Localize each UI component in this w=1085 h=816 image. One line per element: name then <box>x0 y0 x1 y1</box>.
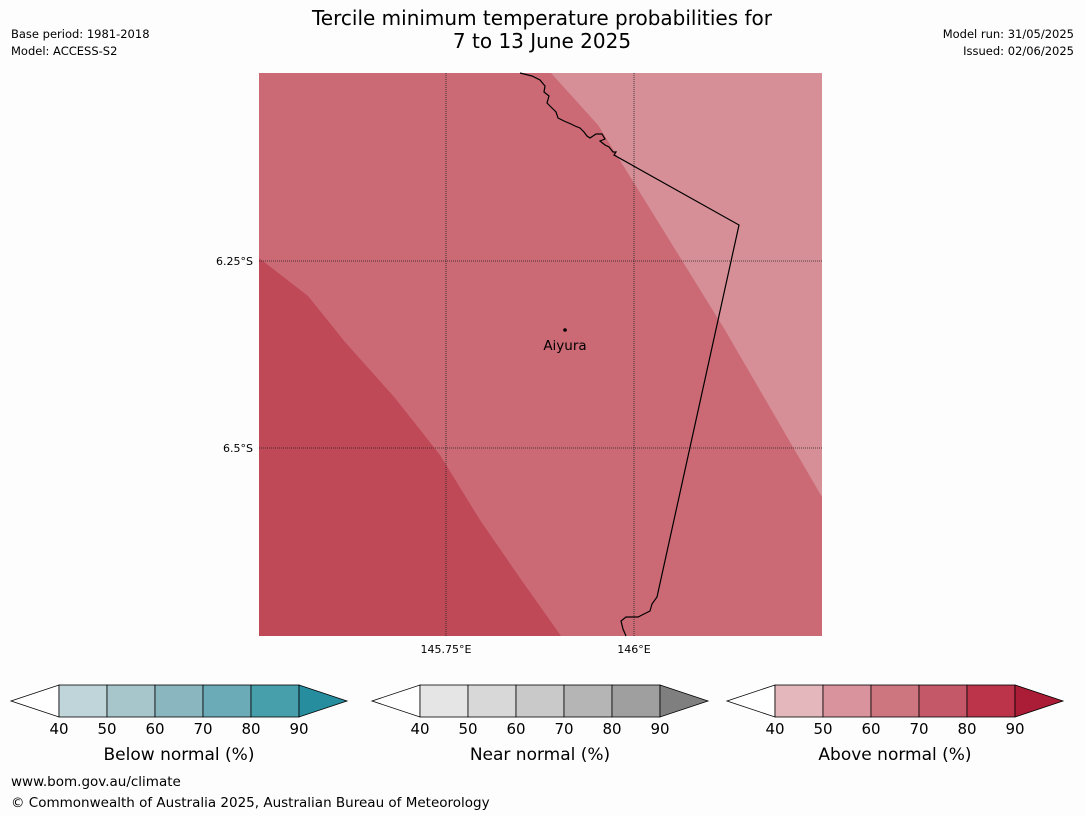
colorbar-segment <box>419 684 469 718</box>
region-above-normal-70-80 <box>259 258 561 636</box>
colorbar-tick-label: 60 <box>145 720 164 738</box>
colorbar-extend-low <box>725 684 776 718</box>
region-above-normal-50-60 <box>551 73 822 497</box>
lon-label-2: 146°E <box>617 643 650 656</box>
colorbar-segment <box>106 684 156 718</box>
colorbar-tick-label: 90 <box>650 720 669 738</box>
boundary-line <box>519 72 740 637</box>
colorbar-extend-low <box>9 684 60 718</box>
colorbar-segment <box>966 684 1016 718</box>
base-period: Base period: 1981-2018 <box>11 27 150 41</box>
colorbar-tick-label: 60 <box>506 720 525 738</box>
lat-label-2: 6.5°S <box>223 442 253 455</box>
colorbar-segment <box>774 684 824 718</box>
colorbar-tick-label: 80 <box>602 720 621 738</box>
colorbar-above: 40 50 60 70 80 90 <box>725 684 1065 738</box>
colorbar-tick-label: 40 <box>49 720 68 738</box>
colorbar-segment <box>467 684 517 718</box>
colorbar-segment <box>870 684 920 718</box>
colorbar-segment <box>154 684 204 718</box>
issued-date: Issued: 02/06/2025 <box>963 44 1074 58</box>
colorbar-segment <box>515 684 565 718</box>
title-line-2: 7 to 13 June 2025 <box>452 29 632 53</box>
colorbar-label-below: Below normal (%) <box>103 745 255 765</box>
lat-label-1: 6.25°S <box>216 255 253 268</box>
colorbar-tick-label: 50 <box>813 720 832 738</box>
colorbar-tick-label: 40 <box>410 720 429 738</box>
colorbar-tick-label: 80 <box>957 720 976 738</box>
map-title: Tercile minimum temperature probabilitie… <box>242 7 842 53</box>
colorbar-extend-low <box>370 684 421 718</box>
colorbar-below: 40 50 60 70 80 90 <box>9 684 349 738</box>
footer-url[interactable]: www.bom.gov.au/climate <box>11 774 181 790</box>
colorbar-segment <box>202 684 252 718</box>
colorbar-tick-label: 50 <box>97 720 116 738</box>
title-line-1: Tercile minimum temperature probabilitie… <box>311 6 773 30</box>
colorbar-segment <box>563 684 613 718</box>
colorbar-label-near: Near normal (%) <box>469 745 611 765</box>
colorbar-tick-label: 70 <box>909 720 928 738</box>
colorbar-extend-high <box>298 684 349 718</box>
map-frame: Aiyura 6.25°S 6.5°S 145.75°E 146°E <box>216 72 822 656</box>
colorbar-tick-label: 80 <box>241 720 260 738</box>
footer-copyright: © Commonwealth of Australia 2025, Austra… <box>11 795 490 811</box>
meta-left: Base period: 1981-2018 Model: ACCESS-S2 <box>11 26 150 60</box>
colorbar-tick-label: 40 <box>765 720 784 738</box>
colorbar-segment <box>58 684 108 718</box>
colorbar-near: 40 50 60 70 80 90 <box>370 684 710 738</box>
colorbar-tick-label: 70 <box>193 720 212 738</box>
colorbar-label-above: Above normal (%) <box>818 745 972 765</box>
colorbar-segment <box>918 684 968 718</box>
colorbar-tick-label: 70 <box>554 720 573 738</box>
colorbar-segment <box>611 684 661 718</box>
colorbar-tick-label: 60 <box>861 720 880 738</box>
colorbar-extend-high <box>659 684 710 718</box>
place-label: Aiyura <box>543 338 586 354</box>
colorbar-group: 40 50 60 70 80 90 40 50 60 70 80 90 40 50 60 70 80 90 <box>9 684 1065 738</box>
colorbar-tick-label: 90 <box>289 720 308 738</box>
lon-label-1: 145.75°E <box>421 643 472 656</box>
colorbar-segment <box>822 684 872 718</box>
colorbar-tick-label: 50 <box>458 720 477 738</box>
colorbar-tick-label: 90 <box>1005 720 1024 738</box>
model-name: Model: ACCESS-S2 <box>11 44 118 58</box>
model-run: Model run: 31/05/2025 <box>942 27 1074 41</box>
meta-right: Model run: 31/05/2025 Issued: 02/06/2025 <box>943 26 1074 60</box>
place-marker <box>563 328 567 332</box>
colorbar-extend-high <box>1014 684 1065 718</box>
colorbar-segment <box>250 684 300 718</box>
